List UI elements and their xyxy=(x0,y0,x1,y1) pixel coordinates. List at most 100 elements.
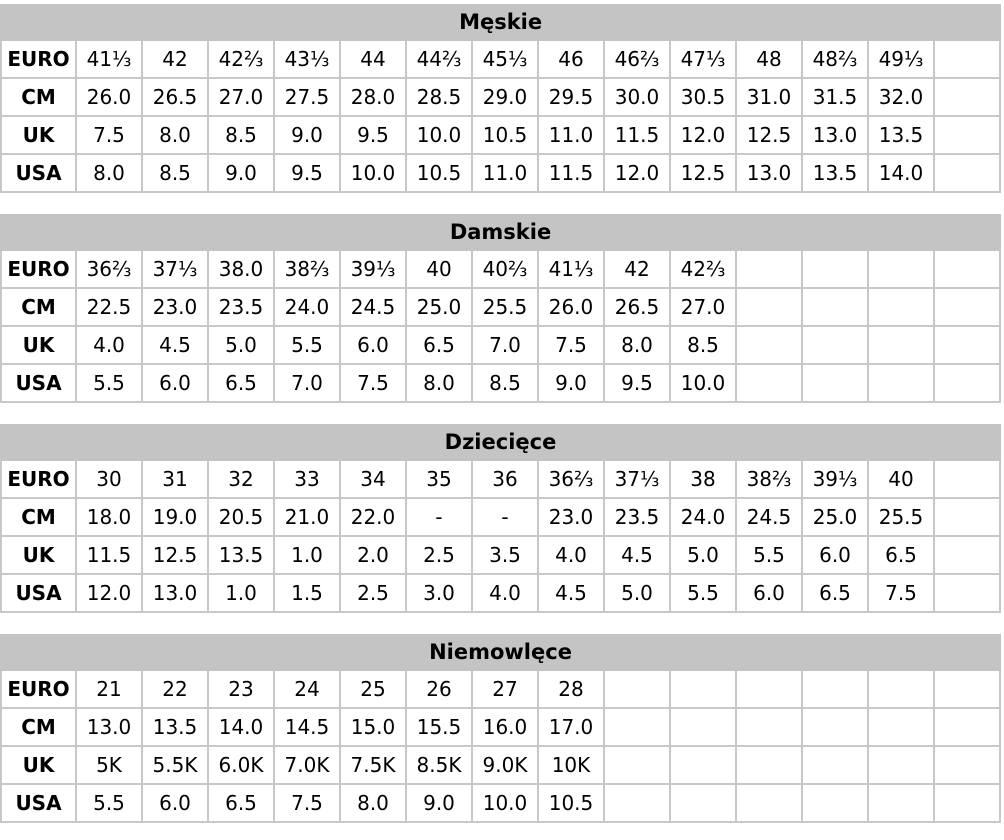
size-cell: 11.0 xyxy=(471,153,539,193)
empty-cell xyxy=(867,745,935,785)
size-cell: 22 xyxy=(141,669,209,709)
size-cell: 15.0 xyxy=(339,707,407,747)
size-cell: 7.5 xyxy=(867,573,935,613)
size-cell: 46⅔ xyxy=(603,39,671,79)
size-cell: 4.5 xyxy=(603,535,671,575)
size-cell: 1.0 xyxy=(207,573,275,613)
size-cell: 4.5 xyxy=(141,325,209,365)
size-cell: 9.0 xyxy=(537,363,605,403)
size-section: Damskie EURO 36⅔ 37⅓ 38.0 38⅔ 39⅓ 40 40⅔ 41⅓ 42 42⅔… xyxy=(0,214,1002,403)
size-cell: 2.5 xyxy=(339,573,407,613)
size-cell: 7.5 xyxy=(339,363,407,403)
empty-cell xyxy=(801,669,869,709)
size-cell: 5K xyxy=(75,745,143,785)
size-cell: 39⅓ xyxy=(339,249,407,289)
size-cell: 13.5 xyxy=(801,153,869,193)
row-label: UK xyxy=(0,745,77,785)
size-cell: 43⅓ xyxy=(273,39,341,79)
empty-cell xyxy=(932,497,1002,537)
table-row: EURO 36⅔ 37⅓ 38.0 38⅔ 39⅓ 40 40⅔ 41⅓ 42 42⅔ xyxy=(0,249,1002,289)
size-cell: 8.5 xyxy=(207,115,275,155)
size-cell: 6.5 xyxy=(801,573,869,613)
size-cell: 7.5 xyxy=(75,115,143,155)
empty-cell xyxy=(735,363,803,403)
empty-cell xyxy=(735,249,803,289)
size-cell: 30.5 xyxy=(669,77,737,117)
empty-cell xyxy=(735,707,803,747)
size-cell: 6.5 xyxy=(207,363,275,403)
empty-cell xyxy=(603,707,671,747)
size-cell: 11.5 xyxy=(75,535,143,575)
size-cell: 6.0 xyxy=(141,783,209,823)
row-label: CM xyxy=(0,77,77,117)
size-cell: 8.0 xyxy=(141,115,209,155)
size-table: Niemowlęce EURO 21 22 23 24 25 26 27 28 CM 13.0 13.5… xyxy=(0,634,1002,823)
table-row: EURO 30 31 32 33 34 35 36 36⅔ 37⅓ 38 38⅔ 39⅓ 40 xyxy=(0,459,1002,499)
empty-cell xyxy=(603,669,671,709)
size-cell: 27.0 xyxy=(669,287,737,327)
size-cell: 24.5 xyxy=(735,497,803,537)
size-cell: 8.5 xyxy=(471,363,539,403)
row-label: USA xyxy=(0,573,77,613)
size-cell: 26.5 xyxy=(603,287,671,327)
size-cell: 11.0 xyxy=(537,115,605,155)
table-row: USA 5.5 6.0 6.5 7.0 7.5 8.0 8.5 9.0 9.5 10.0 xyxy=(0,363,1002,403)
empty-cell xyxy=(932,325,1002,365)
size-cell: 36 xyxy=(471,459,539,499)
size-cell: 26.0 xyxy=(75,77,143,117)
size-cell: 6.5 xyxy=(207,783,275,823)
row-label: CM xyxy=(0,497,77,537)
size-cell: 1.5 xyxy=(273,573,341,613)
size-cell: 42 xyxy=(141,39,209,79)
empty-cell xyxy=(932,707,1002,747)
empty-cell xyxy=(932,39,1002,79)
empty-cell xyxy=(932,287,1002,327)
size-cell: 10K xyxy=(537,745,605,785)
size-cell: 22.0 xyxy=(339,497,407,537)
size-cell: 5.0 xyxy=(669,535,737,575)
size-section: Męskie EURO 41⅓ 42 42⅔ 43⅓ 44 44⅔ 45⅓ 46 46⅔ 47⅓ 48 4… xyxy=(0,4,1002,193)
table-row: EURO 21 22 23 24 25 26 27 28 xyxy=(0,669,1002,709)
empty-cell xyxy=(867,249,935,289)
size-cell: 10.5 xyxy=(405,153,473,193)
table-row: UK 11.5 12.5 13.5 1.0 2.0 2.5 3.5 4.0 4.5 5.0 5.5 6.… xyxy=(0,535,1002,575)
table-row: UK 4.0 4.5 5.0 5.5 6.0 6.5 7.0 7.5 8.0 8.5 xyxy=(0,325,1002,365)
size-cell: 26.5 xyxy=(141,77,209,117)
size-cell: 36⅔ xyxy=(537,459,605,499)
size-cell: 44 xyxy=(339,39,407,79)
size-cell: 4.0 xyxy=(471,573,539,613)
size-cell: 1.0 xyxy=(273,535,341,575)
size-cell: 24.0 xyxy=(669,497,737,537)
table-row: UK 5K 5.5K 6.0K 7.0K 7.5K 8.5K 9.0K 10K xyxy=(0,745,1002,785)
section-title: Dziecięce xyxy=(0,424,1002,461)
size-cell: 26.0 xyxy=(537,287,605,327)
size-cell: 7.0K xyxy=(273,745,341,785)
size-cell: 22.5 xyxy=(75,287,143,327)
empty-cell xyxy=(801,745,869,785)
size-cell: 4.5 xyxy=(537,573,605,613)
row-label: CM xyxy=(0,287,77,327)
empty-cell xyxy=(867,325,935,365)
size-cell: 2.0 xyxy=(339,535,407,575)
empty-cell xyxy=(932,783,1002,823)
size-cell: 8.0 xyxy=(603,325,671,365)
size-cell: 40 xyxy=(867,459,935,499)
size-cell: 12.5 xyxy=(735,115,803,155)
row-label: EURO xyxy=(0,459,77,499)
empty-cell xyxy=(801,363,869,403)
size-cell: 13.5 xyxy=(867,115,935,155)
size-cell: 6.0 xyxy=(339,325,407,365)
size-cell: 24.0 xyxy=(273,287,341,327)
size-cell: 28.5 xyxy=(405,77,473,117)
size-cell: 32 xyxy=(207,459,275,499)
size-cell: 6.0 xyxy=(735,573,803,613)
size-cell: 6.0K xyxy=(207,745,275,785)
size-cell: 5.5K xyxy=(141,745,209,785)
table-row: CM 22.5 23.0 23.5 24.0 24.5 25.0 25.5 26.0 26.5 27… xyxy=(0,287,1002,327)
empty-cell xyxy=(867,707,935,747)
empty-cell xyxy=(669,707,737,747)
size-cell: 31.0 xyxy=(735,77,803,117)
empty-cell xyxy=(669,745,737,785)
size-cell: 13.5 xyxy=(207,535,275,575)
size-cell: 14.5 xyxy=(273,707,341,747)
